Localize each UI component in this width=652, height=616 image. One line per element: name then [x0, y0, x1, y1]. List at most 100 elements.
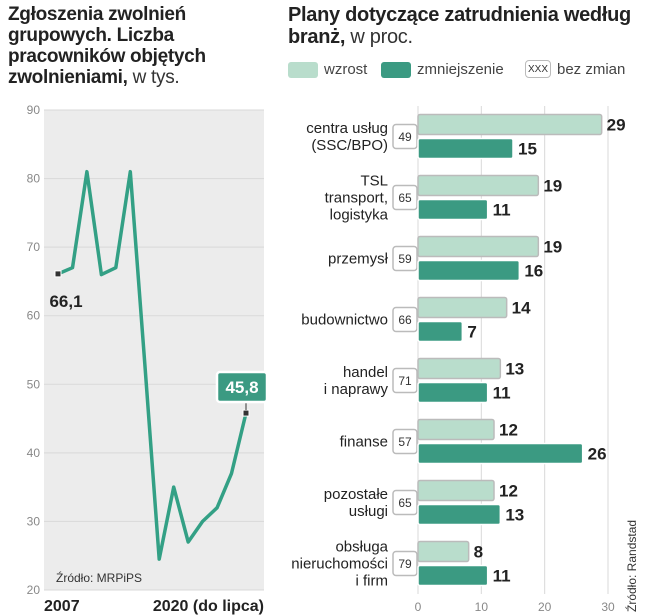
bar-increase-value: 12 — [499, 421, 518, 440]
line-y-tick-label: 30 — [27, 514, 41, 528]
bar-decrease — [417, 320, 464, 343]
bar-nochange-box — [392, 367, 418, 394]
bar-decrease-value: 15 — [518, 140, 537, 159]
right-title-text: Plany dotyczące zatrudnienia według bran… — [288, 4, 631, 48]
line-chart-points — [54, 270, 250, 417]
bar-category-label: logistyka — [330, 207, 389, 224]
line-series — [57, 169, 248, 561]
bar-increase — [417, 174, 540, 197]
bar-decrease — [417, 503, 502, 526]
left-chart-title: Zgłoszenia zwolnień grupowych. Liczba pr… — [8, 4, 270, 88]
legend-increase-label: wzrost — [324, 61, 368, 78]
line-annotation-end: 45,8 — [225, 378, 258, 397]
legend-decrease-label: zmniejszenie — [417, 61, 504, 78]
bar-group: budownictwo 66 14 7 — [301, 296, 531, 343]
line-y-tick-label: 20 — [27, 583, 41, 597]
right-chart-title: Plany dotyczące zatrudnienia według bran… — [288, 4, 648, 48]
line-x-tick-end: 2020 (do lipca) — [153, 598, 264, 615]
line-chart-grid — [44, 109, 264, 591]
bar-increase — [417, 296, 508, 319]
bar-category-label: handel — [343, 364, 388, 381]
bar-chart-x-ticks: 0 10 20 30 — [415, 600, 615, 614]
bar-decrease — [417, 137, 514, 160]
bar-category-label: i naprawy — [324, 381, 389, 398]
bar-nochange-box — [392, 428, 418, 455]
line-y-tick-label: 50 — [27, 377, 41, 391]
line-x-tick-start: 2007 — [44, 598, 80, 615]
line-chart: 20 30 40 50 60 70 80 90 66,1 45,8 Źródło: MRPiPS… — [27, 103, 269, 615]
bar-category-label: centra usług — [306, 120, 388, 137]
line-y-tick-label: 60 — [27, 309, 41, 323]
bar-increase — [417, 357, 502, 380]
bar-nochange-value: 65 — [398, 191, 412, 205]
bar-nochange-box — [392, 306, 418, 333]
bar-nochange-value: 49 — [398, 130, 412, 144]
line-point-marker — [242, 409, 250, 417]
bar-category-label: przemysł — [328, 251, 389, 268]
bar-increase-value: 8 — [474, 543, 483, 562]
bar-decrease — [417, 259, 521, 282]
bar-group: finanse 57 12 26 — [340, 418, 607, 465]
bar-increase-value: 13 — [505, 360, 524, 379]
bar-decrease — [417, 198, 489, 221]
bar-nochange-value: 79 — [398, 557, 412, 571]
bar-chart-bars: centra usług(SSC/BPO) 49 29 15 TSLtransport,… — [291, 113, 626, 590]
bar-nochange-value: 71 — [398, 374, 412, 388]
bar-increase-value: 14 — [512, 299, 531, 318]
bar-x-tick-label: 0 — [415, 600, 422, 614]
line-y-tick-label: 90 — [27, 103, 41, 117]
bar-increase-value: 19 — [543, 177, 562, 196]
bar-decrease-value: 26 — [588, 445, 607, 464]
legend-decrease-swatch — [381, 62, 411, 78]
bar-increase-value: 29 — [607, 116, 626, 135]
bar-nochange-box — [392, 245, 418, 272]
bar-category-label: transport, — [325, 190, 388, 207]
left-source: Źródło: MRPiPS — [56, 570, 142, 585]
bar-category-label: finanse — [340, 434, 388, 451]
bar-decrease — [417, 442, 584, 465]
bar-nochange-box — [392, 123, 418, 150]
bar-decrease-value: 11 — [493, 201, 511, 220]
bar-category-label: (SSC/BPO) — [311, 137, 388, 154]
legend-nochange-label: bez zmian — [557, 61, 626, 78]
line-annotation-start: 66,1 — [49, 292, 82, 311]
bar-decrease-value: 7 — [467, 323, 476, 342]
line-point-marker — [54, 270, 62, 278]
bar-category-label: i firm — [356, 573, 389, 590]
line-chart-plot-area — [44, 110, 264, 590]
line-y-tick-label: 40 — [27, 446, 41, 460]
bar-decrease-value: 13 — [505, 506, 524, 525]
bar-increase-value: 19 — [543, 238, 562, 257]
bar-nochange-box — [392, 489, 418, 516]
legend-increase-swatch — [288, 62, 318, 78]
line-chart-annotations: 66,1 45,8 — [49, 292, 269, 411]
line-annotation-end-box — [215, 370, 269, 404]
line-y-tick-label: 70 — [27, 240, 41, 254]
bar-nochange-value: 57 — [398, 435, 412, 449]
line-y-tick-label: 80 — [27, 172, 41, 186]
bar-decrease — [417, 564, 489, 587]
bar-category-label: usługi — [349, 503, 388, 520]
line-chart-y-ticks: 20 30 40 50 60 70 80 90 — [27, 103, 41, 597]
bar-category-label: obsługa — [335, 539, 388, 556]
bar-x-tick-label: 10 — [475, 600, 489, 614]
bar-decrease-value: 11 — [493, 384, 511, 403]
bar-category-label: TSL — [360, 173, 388, 190]
bar-increase — [417, 540, 470, 563]
bar-x-tick-label: 30 — [601, 600, 615, 614]
left-title-unit: w tys. — [132, 67, 180, 88]
bar-increase-value: 12 — [499, 482, 518, 501]
bar-decrease-value: 16 — [524, 262, 543, 281]
bar-nochange-box — [392, 550, 418, 577]
bar-category-label: pozostałe — [324, 486, 388, 503]
bar-chart: centra usług(SSC/BPO) 49 29 15 TSLtransport,… — [291, 106, 639, 614]
bar-group: centra usług(SSC/BPO) 49 29 15 — [306, 113, 626, 160]
line-chart-x-ticks: 2007 2020 (do lipca) — [44, 598, 264, 615]
bar-nochange-value: 59 — [398, 252, 412, 266]
